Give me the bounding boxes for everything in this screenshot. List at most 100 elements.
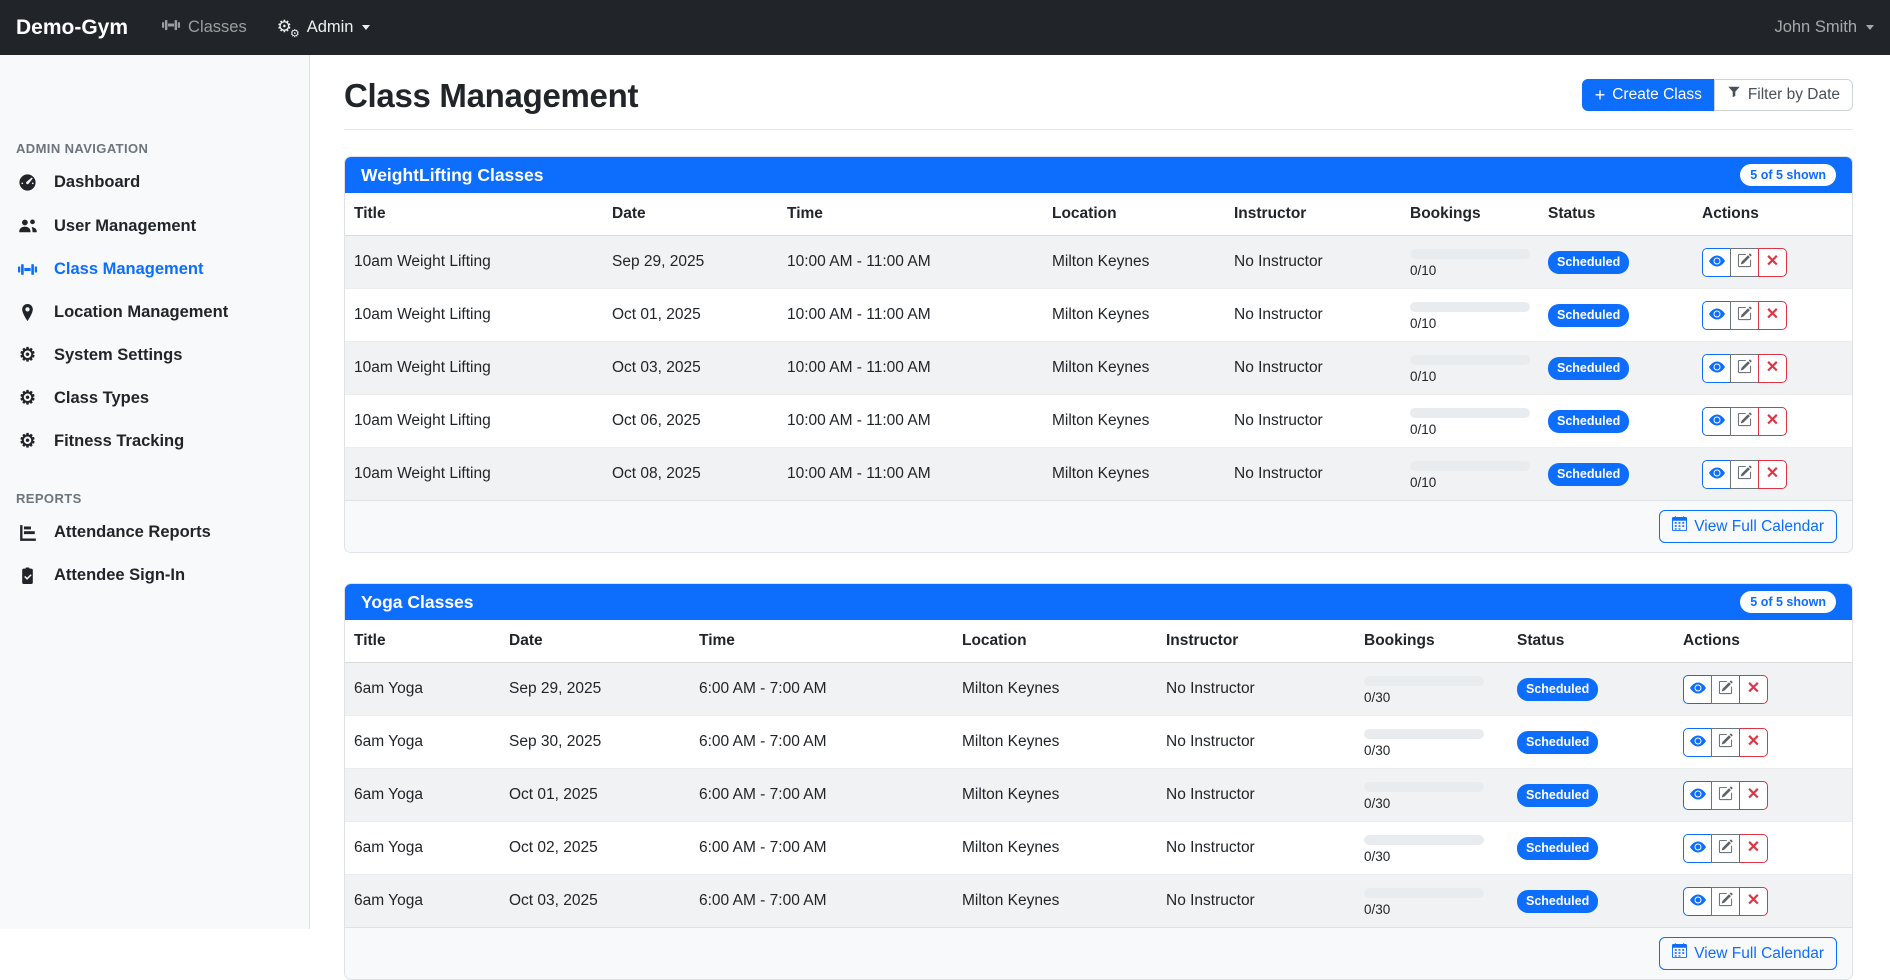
main-content: Class Management + Create Class Filter b… xyxy=(310,55,1890,980)
edit-class-button[interactable] xyxy=(1711,727,1740,757)
edit-class-button[interactable] xyxy=(1730,459,1759,489)
gear-icon: ⚙ xyxy=(18,431,37,452)
view-class-button[interactable] xyxy=(1683,780,1712,810)
sidebar-item-fitness-tracking[interactable]: ⚙ Fitness Tracking xyxy=(14,420,299,463)
sidebar-item-attendee-sign-in[interactable]: Attendee Sign-In xyxy=(14,554,299,597)
view-full-calendar-label: View Full Calendar xyxy=(1694,944,1824,962)
view-class-button[interactable] xyxy=(1702,247,1731,277)
delete-class-button[interactable]: ✕ xyxy=(1739,886,1768,916)
shown-count-badge: 5 of 5 shown xyxy=(1740,164,1836,186)
sidebar-item-attendance-reports[interactable]: Attendance Reports xyxy=(14,511,299,554)
class-status-cell: Scheduled xyxy=(1508,768,1674,823)
sidebar-item-system-settings[interactable]: ⚙ System Settings xyxy=(14,334,299,377)
class-title-cell: 6am Yoga xyxy=(345,662,500,717)
view-full-calendar-button[interactable]: View Full Calendar xyxy=(1659,510,1837,544)
sidebar-item-label: System Settings xyxy=(54,346,183,364)
class-location-cell: Milton Keynes xyxy=(953,768,1157,823)
card-footer: View Full Calendar xyxy=(345,927,1852,980)
bookings-progress-bar xyxy=(1410,355,1530,365)
eye-icon xyxy=(1689,839,1706,858)
delete-class-button[interactable]: ✕ xyxy=(1758,353,1787,383)
view-full-calendar-button[interactable]: View Full Calendar xyxy=(1659,937,1837,971)
nav-admin-dropdown[interactable]: ⚙ ⚙ Admin xyxy=(277,18,370,39)
bookings-count: 0/30 xyxy=(1364,743,1391,759)
view-class-button[interactable] xyxy=(1683,727,1712,757)
class-location-cell: Milton Keynes xyxy=(1052,465,1150,482)
edit-class-button[interactable] xyxy=(1730,247,1759,277)
delete-class-button[interactable]: ✕ xyxy=(1739,727,1768,757)
delete-class-button[interactable]: ✕ xyxy=(1758,247,1787,277)
sidebar-item-label: Class Management xyxy=(54,260,204,278)
sidebar-item-user-management[interactable]: User Management xyxy=(14,204,299,248)
edit-class-button[interactable] xyxy=(1730,300,1759,330)
class-location-cell: Milton Keynes xyxy=(1043,341,1225,395)
view-class-button[interactable] xyxy=(1683,833,1712,863)
status-badge: Scheduled xyxy=(1517,783,1599,807)
sidebar-item-class-management[interactable]: Class Management xyxy=(14,248,299,291)
table-row: 6am Yoga Sep 30, 2025 6:00 AM - 7:00 AM … xyxy=(345,715,1852,770)
class-bookings-cell: 0/30 xyxy=(1355,821,1508,876)
class-location-cell: Milton Keynes xyxy=(962,892,1060,910)
page-actions-group: + Create Class Filter by Date xyxy=(1581,78,1853,112)
user-name: John Smith xyxy=(1774,18,1857,36)
card-header: Yoga Classes 5 of 5 shown xyxy=(345,584,1852,621)
filter-by-date-button[interactable]: Filter by Date xyxy=(1713,78,1853,112)
class-instructor-cell: No Instructor xyxy=(1157,715,1355,770)
class-location-cell: Milton Keynes xyxy=(1043,394,1225,448)
delete-class-button[interactable]: ✕ xyxy=(1758,406,1787,436)
view-class-button[interactable] xyxy=(1702,300,1731,330)
delete-class-button[interactable]: ✕ xyxy=(1758,459,1787,489)
nav-classes-link[interactable]: Classes xyxy=(162,16,247,39)
delete-class-button[interactable]: ✕ xyxy=(1739,833,1768,863)
classes-table: Title Date Time Location Instructor Book… xyxy=(345,193,1852,500)
sidebar-item-location-management[interactable]: Location Management xyxy=(14,291,299,334)
edit-class-button[interactable] xyxy=(1711,833,1740,863)
class-date-cell: Oct 01, 2025 xyxy=(500,768,690,823)
x-icon: ✕ xyxy=(1746,680,1761,698)
x-icon: ✕ xyxy=(1746,733,1761,751)
class-actions-cell: ✕ xyxy=(1674,875,1852,928)
view-class-button[interactable] xyxy=(1683,674,1712,704)
column-header-actions: Actions xyxy=(1674,620,1852,664)
column-header-location: Location xyxy=(1043,193,1225,236)
view-class-button[interactable] xyxy=(1702,459,1731,489)
title-divider xyxy=(344,129,1853,130)
status-badge: Scheduled xyxy=(1517,730,1599,754)
edit-class-button[interactable] xyxy=(1730,406,1759,436)
column-header-date: Date xyxy=(500,620,690,664)
create-class-button[interactable]: + Create Class xyxy=(1581,78,1715,112)
class-status-cell: Scheduled xyxy=(1539,448,1693,501)
classes-table: Title Date Time Location Instructor Book… xyxy=(345,620,1852,928)
sidebar-item-label: Class Types xyxy=(54,389,150,407)
delete-class-button[interactable]: ✕ xyxy=(1739,674,1768,704)
sidebar-item-dashboard[interactable]: Dashboard xyxy=(14,161,299,204)
delete-class-button[interactable]: ✕ xyxy=(1758,300,1787,330)
class-time-cell: 10:00 AM - 11:00 AM xyxy=(787,465,931,482)
view-class-button[interactable] xyxy=(1683,886,1712,916)
status-badge: Scheduled xyxy=(1517,677,1599,701)
edit-class-button[interactable] xyxy=(1711,674,1740,704)
edit-class-button[interactable] xyxy=(1711,886,1740,916)
column-header-date: Date xyxy=(603,193,778,236)
class-bookings-cell: 0/10 xyxy=(1401,394,1539,448)
class-location-cell: Milton Keynes xyxy=(953,715,1157,770)
sidebar-item-class-types[interactable]: ⚙ Class Types xyxy=(14,377,299,420)
view-class-button[interactable] xyxy=(1702,353,1731,383)
class-date-cell: Oct 03, 2025 xyxy=(509,892,598,910)
sidebar-item-label: Attendee Sign-In xyxy=(54,566,186,584)
table-row: 10am Weight Lifting Oct 06, 2025 10:00 A… xyxy=(345,394,1852,448)
edit-class-button[interactable] xyxy=(1711,780,1740,810)
class-date-cell: Oct 01, 2025 xyxy=(603,288,778,342)
user-menu-dropdown[interactable]: John Smith xyxy=(1774,18,1874,37)
x-icon: ✕ xyxy=(1746,892,1761,910)
brand-logo[interactable]: Demo-Gym xyxy=(16,15,129,39)
class-status-cell: Scheduled xyxy=(1539,341,1693,395)
class-time-cell: 6:00 AM - 7:00 AM xyxy=(690,715,953,770)
top-navbar: Demo-Gym Classes ⚙ ⚙ Admin John Smith xyxy=(0,0,1890,55)
bookings-progress-bar xyxy=(1410,461,1530,471)
view-class-button[interactable] xyxy=(1702,406,1731,436)
delete-class-button[interactable]: ✕ xyxy=(1739,780,1768,810)
edit-class-button[interactable] xyxy=(1730,353,1759,383)
pencil-square-icon xyxy=(1737,359,1752,377)
class-title-cell: 10am Weight Lifting xyxy=(345,394,603,448)
